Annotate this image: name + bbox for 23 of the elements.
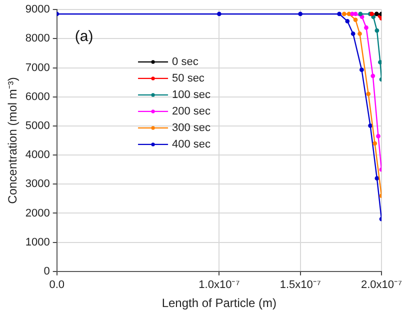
y-tick-label: 1000 [25,236,50,248]
legend-label: 100 sec [172,88,212,101]
legend-label: 400 sec [172,138,212,150]
x-axis-title: Length of Particle (m) [162,296,277,310]
y-tick-label: 4000 [25,149,50,162]
y-tick-label: 2000 [25,207,50,220]
y-tick-label: 7000 [25,62,50,74]
legend-label: 200 sec [172,105,212,118]
y-tick-label: 3000 [25,178,50,190]
y-tick-label: 8000 [25,32,50,45]
x-tick-label: 0.0 [49,279,65,292]
annotation: (a) [74,28,94,46]
y-tick-label: 9000 [25,4,50,16]
y-tick-label: 5000 [25,120,50,132]
y-tick-label: 0 [44,265,50,278]
y-axis-title: Concentration (mol m⁻³) [6,77,20,204]
x-tick-label: 2.0x10⁻⁷ [360,279,402,292]
legend-label: 50 sec [172,72,205,84]
x-tick-label: 1.0x10⁻⁷ [198,279,240,292]
legend-label: 0 sec [172,56,199,68]
x-tick-label: 1.5x10⁻⁷ [280,279,321,292]
legend-label: 300 sec [172,122,212,134]
y-tick-label: 6000 [25,90,50,103]
